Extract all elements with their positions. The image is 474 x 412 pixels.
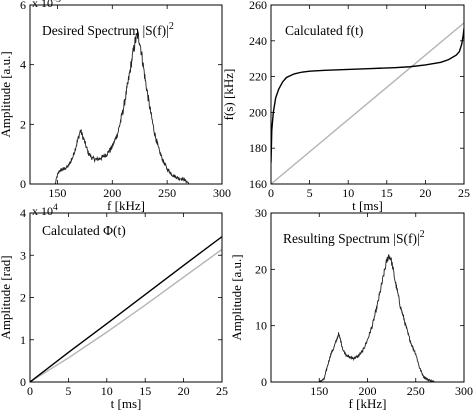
axes-frame	[29, 4, 223, 185]
x-tick-label: 5	[307, 186, 313, 200]
x-tick-label: 250	[158, 186, 176, 200]
y-tick-label: 20	[255, 262, 267, 276]
axis-exponent: x 104	[32, 203, 58, 218]
axis-exponent: x 10-3	[32, 0, 61, 10]
y-tick-label: 10	[255, 319, 267, 333]
y-tick-label: 3	[20, 248, 26, 262]
y-tick-label: 1	[20, 333, 26, 347]
x-axis-label: t [ms]	[352, 198, 383, 213]
plot-area	[271, 213, 464, 382]
axis-exponent-power: -3	[53, 0, 61, 5]
y-tick-label: 30	[255, 206, 267, 220]
x-tick-label: 150	[310, 384, 328, 398]
x-tick-label: 300	[213, 186, 231, 200]
chart-p4: 150 200 250 300 0 10 20 30 Resulting Spectrum |S…	[229, 206, 473, 411]
plot-area	[30, 213, 222, 382]
x-tick-label: 20	[419, 186, 431, 200]
x-tick-label: 250	[407, 384, 425, 398]
axis-exponent-power: 4	[53, 203, 58, 213]
chart-p1: 150 200 250 300 0 2 4 6 x 10-3 Desired Spectrum |…	[0, 0, 231, 213]
x-tick-label: 0	[268, 186, 274, 200]
x-tick-label: 300	[455, 384, 473, 398]
x-tick-label: 25	[458, 186, 470, 200]
axes-frame	[270, 4, 465, 185]
y-tick-label: 6	[20, 0, 26, 12]
plot-area	[271, 5, 464, 184]
y-axis-label: Amplitude [a.u.]	[0, 51, 13, 137]
y-tick-label: 2	[20, 291, 26, 305]
series-line-2	[271, 28, 464, 163]
y-tick-label: 160	[249, 177, 267, 191]
series-line-1	[30, 31, 222, 184]
x-tick-label: 25	[216, 384, 228, 398]
y-tick-label: 220	[249, 70, 267, 84]
chart-title: Resulting Spectrum |S(f)|2	[283, 229, 425, 246]
y-axis-label: Amplitude [rad]	[0, 255, 13, 339]
y-tick-label: 0	[261, 375, 267, 389]
x-tick-label: 10	[342, 186, 354, 200]
y-axis-label: f(s) [kHz]	[221, 69, 236, 121]
x-axis-label: f [kHz]	[107, 198, 145, 213]
chart-title: Desired Spectrum |S(f)|2	[42, 21, 174, 38]
x-tick-label: 200	[359, 384, 377, 398]
x-tick-label: 150	[48, 186, 66, 200]
x-tick-label: 10	[101, 384, 113, 398]
y-tick-label: 180	[249, 141, 267, 155]
y-axis-label: Amplitude [a.u.]	[229, 254, 244, 340]
y-tick-label: 0	[20, 177, 26, 191]
x-tick-label: 5	[65, 384, 71, 398]
x-axis-label: t [ms]	[111, 396, 142, 411]
x-tick-label: 0	[27, 384, 33, 398]
x-tick-label: 15	[139, 384, 151, 398]
chart-title: Calculated Φ(t)	[42, 223, 126, 238]
y-tick-label: 4	[20, 58, 26, 72]
y-tick-label: 4	[20, 206, 26, 220]
x-tick-label: 15	[381, 186, 393, 200]
y-tick-label: 200	[249, 105, 267, 119]
series-line-1	[271, 254, 464, 382]
series-line-1	[271, 22, 464, 184]
series-line-1	[30, 248, 222, 382]
series-line-2	[30, 236, 222, 382]
x-tick-label: 200	[103, 186, 121, 200]
chart-title: Calculated f(t)	[285, 23, 363, 38]
chart-title-power: 2	[420, 229, 425, 240]
y-tick-label: 2	[20, 117, 26, 131]
x-tick-label: 20	[178, 384, 190, 398]
y-tick-label: 260	[249, 0, 267, 12]
chart-title-power: 2	[169, 21, 174, 32]
y-tick-label: 0	[20, 375, 26, 389]
x-axis-label: f [kHz]	[349, 396, 387, 411]
chart-p2: 0 5 10 15 20 25 160 180 200 220 240 260 Calculated f…	[221, 0, 470, 213]
y-tick-label: 240	[249, 34, 267, 48]
